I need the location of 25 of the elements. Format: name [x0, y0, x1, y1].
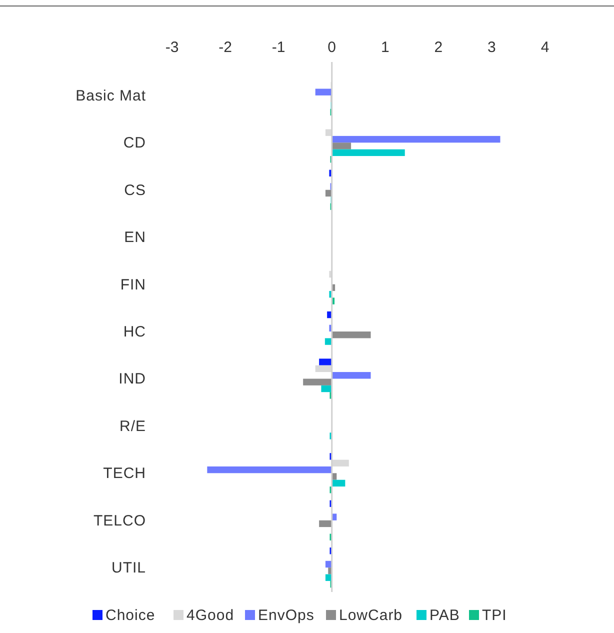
legend-label: 4Good [186, 607, 234, 624]
x-tick-label: 0 [328, 39, 336, 56]
x-tick-label: 2 [434, 39, 443, 56]
legend-label: TPI [482, 607, 507, 624]
y-tick-label: HC [123, 324, 146, 340]
x-tick-label: -3 [165, 39, 179, 56]
legend-label: LowCarb [339, 607, 403, 624]
x-tick-label: 4 [540, 39, 550, 56]
legend-label: EnvOps [258, 607, 314, 624]
x-tick-label: 1 [380, 39, 390, 56]
y-tick-label: FIN [120, 276, 146, 294]
x-tick-label: -2 [218, 39, 232, 56]
y-tick-label: TECH [103, 465, 146, 482]
legend-label: PAB [430, 607, 460, 624]
y-tick-label: EN [124, 229, 146, 246]
y-tick-label: UTIL [111, 560, 146, 577]
y-tick-label: IND [118, 370, 146, 388]
legend-label: Choice [106, 607, 156, 624]
y-tick-label: R/E [119, 418, 146, 435]
y-tick-label: TELCO [93, 512, 146, 530]
x-tick-label: -1 [272, 39, 286, 56]
y-tick-label: CD [123, 134, 146, 152]
y-tick-label: CS [124, 182, 146, 199]
x-tick-label: 3 [488, 39, 496, 56]
y-tick-label: Basic Mat [76, 87, 146, 104]
